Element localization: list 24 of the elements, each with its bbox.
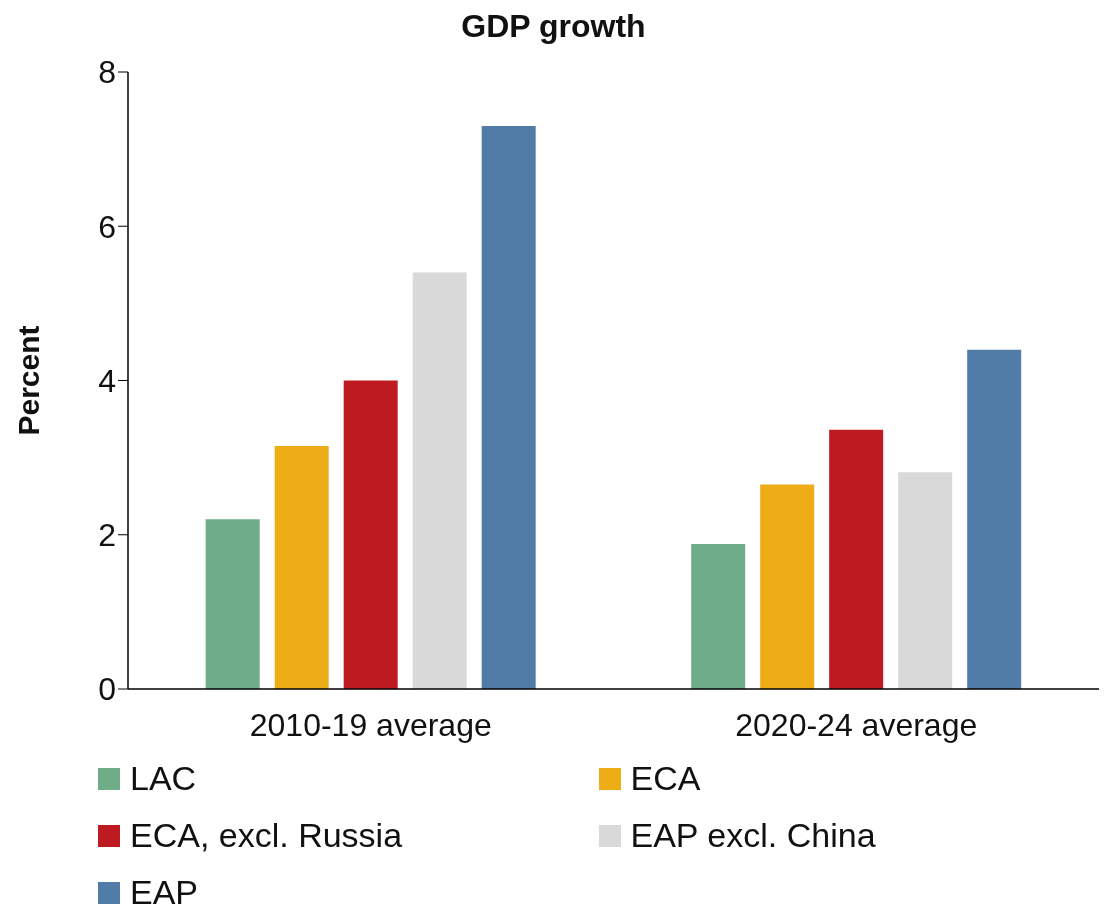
- legend-label: EAP: [130, 873, 199, 912]
- x-tick-label: 2020-24 average: [735, 706, 978, 743]
- legend-label: ECA, excl. Russia: [130, 816, 403, 855]
- bar: [898, 472, 953, 689]
- bar: [481, 125, 536, 689]
- y-tick-label: 8: [98, 54, 116, 91]
- legend-label: ECA: [630, 759, 701, 798]
- y-tick-label: 2: [98, 517, 116, 554]
- chart-title: GDP growth: [460, 8, 647, 46]
- x-tick-label: 2010-19 average: [249, 706, 492, 743]
- y-axis-title: Percent: [11, 325, 45, 436]
- legend-label: EAP excl. China: [630, 816, 876, 855]
- bar: [343, 380, 398, 689]
- bar: [760, 484, 815, 689]
- y-tick-label: 0: [98, 671, 116, 708]
- bar: [967, 349, 1022, 689]
- bar: [691, 544, 746, 689]
- bar: [829, 429, 884, 689]
- y-tick-label: 4: [98, 362, 116, 399]
- y-tick-label: 6: [98, 208, 116, 245]
- bar: [205, 519, 260, 689]
- bar: [412, 272, 467, 689]
- bar: [274, 446, 329, 689]
- legend-label: LAC: [130, 759, 197, 798]
